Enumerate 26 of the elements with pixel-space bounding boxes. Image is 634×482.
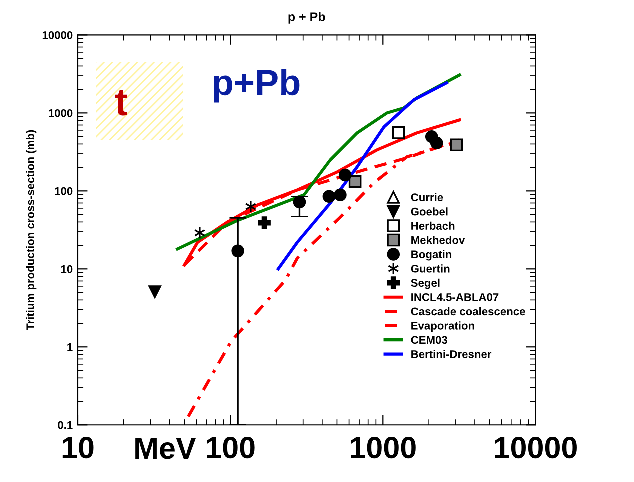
x-tick-label: 10000 <box>495 437 577 459</box>
y-tick-label: 10000 <box>42 31 73 40</box>
legend-label: INCL4.5-ABLA07 <box>412 293 499 302</box>
legend-label: CEM03 <box>411 336 448 344</box>
annotation: p+Pb <box>214 69 300 103</box>
legend-label: Segel <box>411 278 440 290</box>
legend-label: Evaporation <box>412 322 474 332</box>
y-tick-label: 1 <box>68 344 73 352</box>
x-tick-label: 1000 <box>351 437 416 459</box>
legend-label: Guertin <box>411 264 450 273</box>
y-tick-label: 0.1 <box>58 421 73 430</box>
y-tick-label: 10 <box>61 265 73 274</box>
annotation: t <box>115 90 128 116</box>
x-axis-title: MeV <box>136 438 196 460</box>
legend-label: Goebel <box>411 208 448 216</box>
legend-label: Mekhedov <box>412 236 466 244</box>
chart-title: p + Pb <box>288 12 326 24</box>
legend-label: Cascade coalescence <box>411 307 526 316</box>
legend-label: Currie <box>411 193 444 202</box>
legend-label: Bertini-Dresner <box>412 350 492 358</box>
legend-label: Herbach <box>412 222 455 230</box>
y-tick-label: 1000 <box>49 109 73 118</box>
y-tick-label: 100 <box>55 187 73 196</box>
y-axis-title: Tritium production cross-section (mb) <box>26 130 37 330</box>
x-tick-label: 100 <box>207 437 255 459</box>
legend-label: Bogatin <box>412 250 452 261</box>
